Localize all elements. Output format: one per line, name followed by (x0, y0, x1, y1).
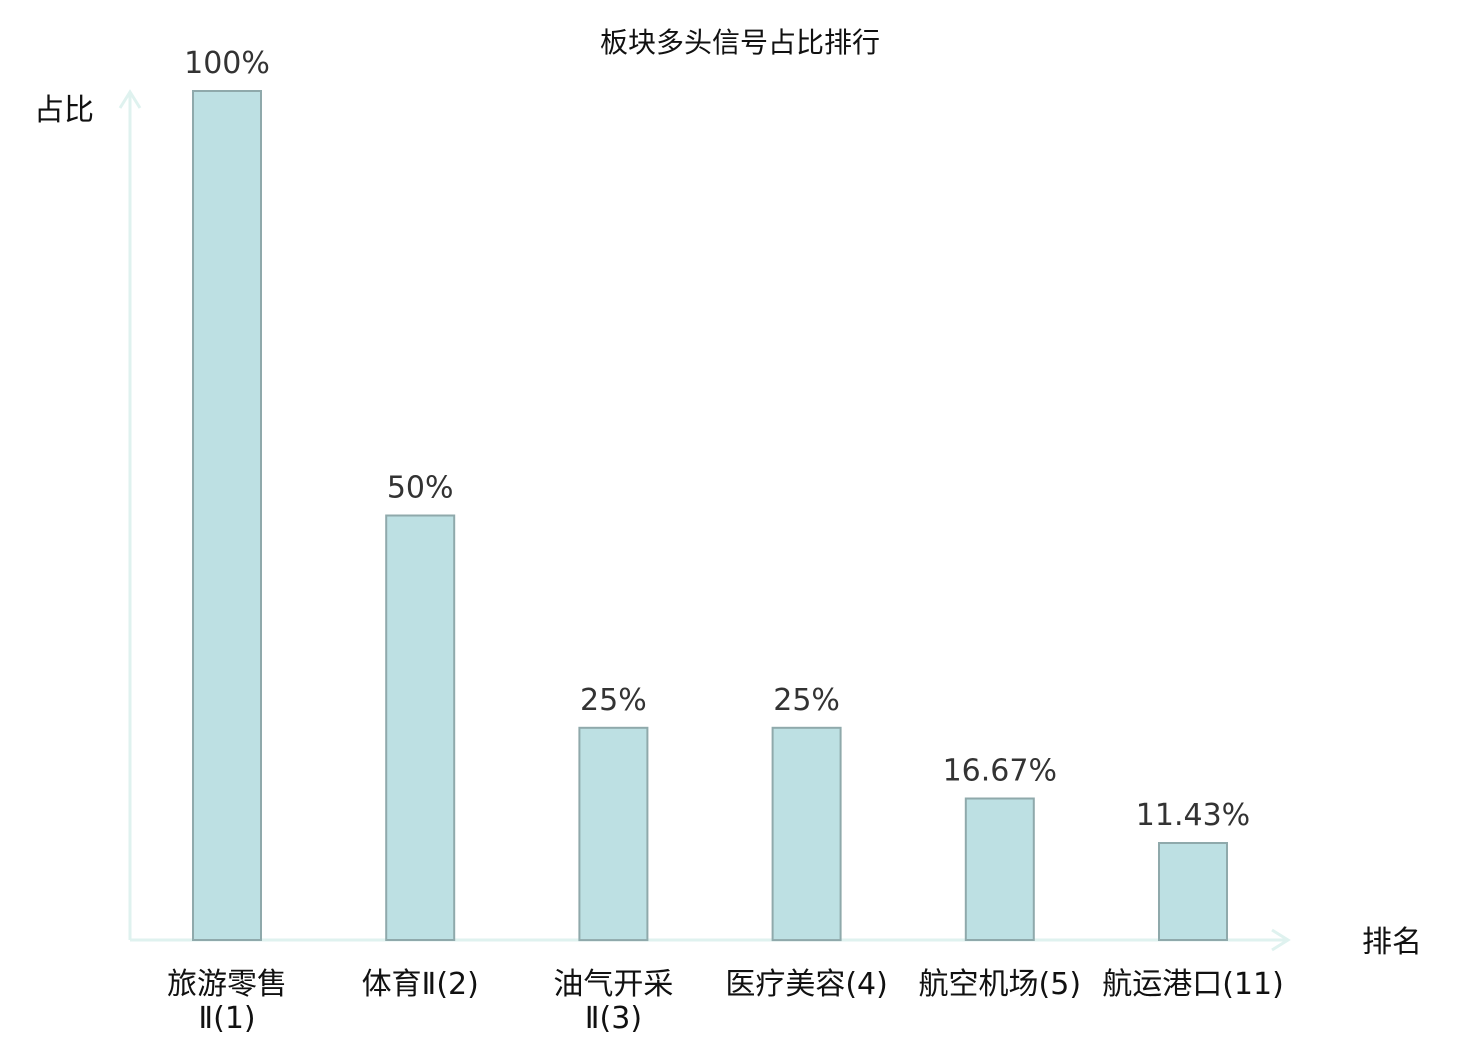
category-label-5: 航空机场(5) (919, 967, 1082, 1002)
category-label-1-line-1: 旅游零售 (167, 967, 287, 1002)
category-label-6: 航运港口(11) (1102, 967, 1284, 1002)
chart-title: 板块多头信号占比排行 (600, 26, 880, 59)
category-label-3-line-1: 油气开采 (553, 967, 673, 1002)
bar-3 (578, 726, 649, 942)
bar-4 (771, 726, 842, 942)
bar-5 (964, 797, 1035, 941)
category-label-1-line-2: Ⅱ(1) (198, 1001, 255, 1036)
y-axis-label: 占比 (34, 93, 94, 128)
value-label-1: 100% (184, 46, 270, 81)
category-label-4: 医疗美容(4) (725, 967, 888, 1002)
bar-1 (192, 90, 262, 941)
x-axis-label: 排名 (1362, 925, 1422, 960)
y-axis-arrow (118, 89, 142, 109)
value-label-2: 50% (387, 471, 454, 506)
bar-6 (1158, 842, 1228, 941)
category-label-2: 体育Ⅱ(2) (362, 967, 479, 1002)
x-axis-arrow (1271, 928, 1291, 952)
value-label-5: 16.67% (943, 754, 1057, 789)
value-label-4: 25% (773, 683, 840, 718)
value-label-3: 25% (580, 683, 647, 718)
category-label-3-line-2: Ⅱ(3) (585, 1001, 642, 1036)
bar-2 (385, 514, 456, 941)
value-label-6: 11.43% (1136, 798, 1250, 833)
